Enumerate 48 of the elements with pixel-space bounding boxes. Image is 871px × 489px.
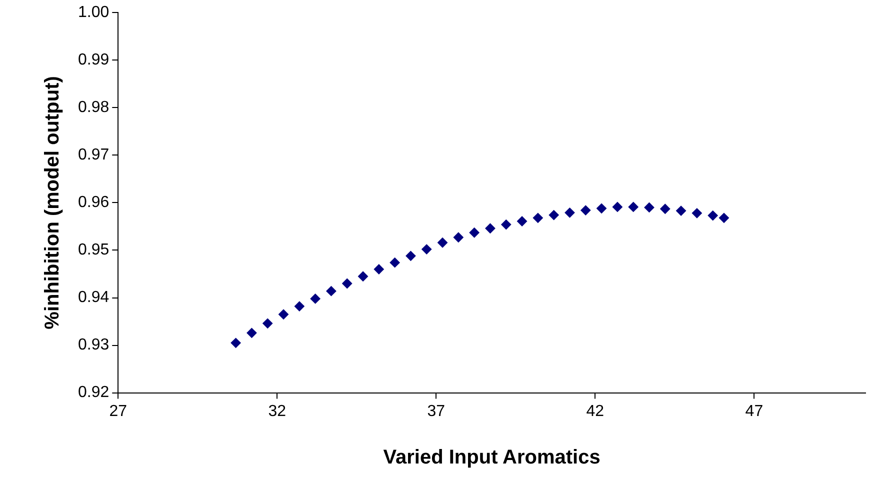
point [406,250,416,261]
point [422,244,432,254]
point [262,318,273,328]
x-tick-label: 37 [427,402,446,420]
y-tick-label: 0.96 [78,194,110,212]
point [501,220,512,230]
x-tick-label: 27 [109,402,128,420]
point [294,301,304,312]
point [692,208,702,218]
y-tick-label: 0.93 [78,336,110,354]
y-tick-label: 0.95 [78,242,110,259]
point [708,210,718,221]
point [278,309,289,320]
x-tick-label: 42 [586,402,604,420]
point [532,212,543,223]
x-tick-label: 32 [268,402,286,420]
y-tick-label: 0.92 [78,384,110,402]
point [644,202,654,212]
y-tick-label: 0.97 [78,146,110,164]
point [628,202,638,212]
point [580,205,591,216]
point [469,228,480,238]
point [660,204,670,214]
point [596,203,607,214]
point [230,338,241,348]
point [612,202,622,212]
point [485,223,496,234]
point [374,264,384,274]
point [564,208,575,218]
point [390,258,400,268]
point [310,294,320,304]
point [326,286,336,296]
point [358,271,368,282]
y-tick-label: 0.98 [78,99,110,116]
point [718,212,729,223]
y-tick-label: 0.99 [78,52,110,69]
point [548,210,559,220]
point [676,206,686,216]
y-tick-label: 0.94 [78,289,110,306]
point [438,238,448,248]
y-tick-label: 1.00 [78,4,110,22]
x-tick-label: 47 [745,402,764,420]
point [517,216,528,226]
point [453,232,464,242]
y-axis-title: %inhibition (model output) [42,76,64,330]
x-axis-title: Varied Input Aromatics [383,446,600,469]
point [246,328,257,338]
point [342,278,352,288]
